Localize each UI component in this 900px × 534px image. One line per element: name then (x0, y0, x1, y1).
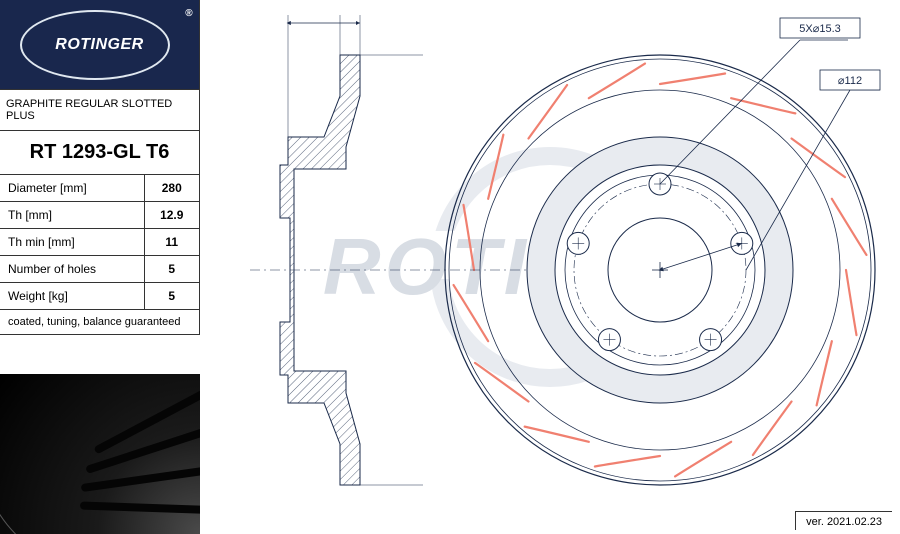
spec-panel: ROTINGER ® GRAPHITE REGULAR SLOTTED PLUS… (0, 0, 200, 335)
spec-value: 5 (144, 283, 199, 310)
spec-table: Diameter [mm]280Th [mm]12.9Th min [mm]11… (0, 175, 199, 310)
spec-row: Weight [kg]5 (0, 283, 199, 310)
spec-label: Diameter [mm] (0, 175, 144, 202)
spec-row: Th min [mm]11 (0, 229, 199, 256)
spec-row: Diameter [mm]280 (0, 175, 199, 202)
spec-label: Th min [mm] (0, 229, 144, 256)
spec-value: 280 (144, 175, 199, 202)
spec-label: Th [mm] (0, 202, 144, 229)
spec-value: 12.9 (144, 202, 199, 229)
product-notes: coated, tuning, balance guaranteed (0, 310, 199, 335)
brand-name: ROTINGER (55, 36, 143, 54)
part-number: RT 1293-GL T6 (0, 131, 199, 175)
spec-row: Number of holes5 (0, 256, 199, 283)
product-photo (0, 374, 200, 534)
spec-value: 5 (144, 256, 199, 283)
spec-label: Number of holes (0, 256, 144, 283)
spec-row: Th [mm]12.9 (0, 202, 199, 229)
spec-label: Weight [kg] (0, 283, 144, 310)
spec-value: 11 (144, 229, 199, 256)
technical-drawing: ROTINGER 5X⌀15.3⌀112 (200, 0, 900, 534)
svg-text:5X⌀15.3: 5X⌀15.3 (799, 23, 841, 35)
product-line: GRAPHITE REGULAR SLOTTED PLUS (0, 90, 199, 131)
brand-logo: ROTINGER ® (0, 0, 199, 90)
registered-mark: ® (185, 8, 193, 19)
svg-text:⌀112: ⌀112 (838, 75, 862, 87)
